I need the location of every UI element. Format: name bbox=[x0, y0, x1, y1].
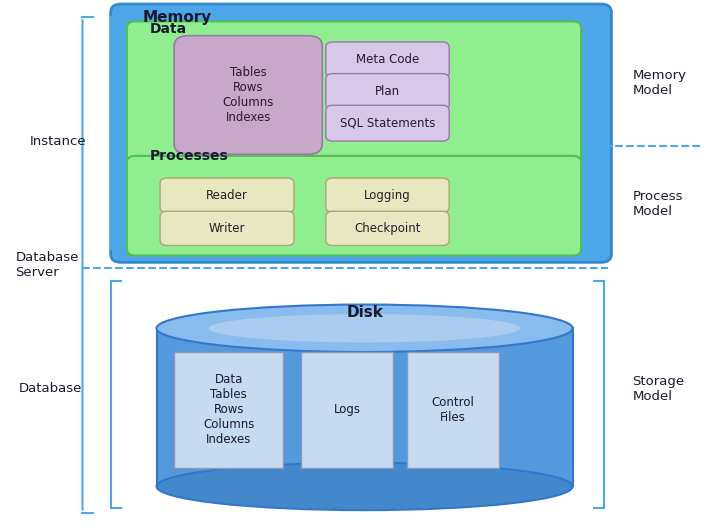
FancyBboxPatch shape bbox=[407, 352, 498, 468]
FancyBboxPatch shape bbox=[156, 328, 573, 487]
Ellipse shape bbox=[209, 314, 520, 342]
Text: Reader: Reader bbox=[206, 189, 248, 201]
Ellipse shape bbox=[156, 463, 573, 510]
FancyBboxPatch shape bbox=[326, 178, 449, 213]
FancyBboxPatch shape bbox=[127, 21, 581, 166]
Text: Disk: Disk bbox=[346, 305, 383, 320]
Text: Logging: Logging bbox=[364, 189, 411, 201]
FancyBboxPatch shape bbox=[326, 105, 449, 141]
Text: Plan: Plan bbox=[375, 85, 400, 98]
Text: SQL Statements: SQL Statements bbox=[340, 117, 435, 130]
FancyBboxPatch shape bbox=[110, 4, 612, 262]
Text: Meta Code: Meta Code bbox=[356, 54, 419, 66]
Text: Database
Server: Database Server bbox=[16, 251, 79, 279]
Text: Processes: Processes bbox=[149, 149, 228, 163]
FancyBboxPatch shape bbox=[174, 352, 283, 468]
FancyBboxPatch shape bbox=[326, 211, 449, 245]
FancyBboxPatch shape bbox=[160, 211, 294, 245]
Text: Instance: Instance bbox=[30, 135, 86, 147]
FancyBboxPatch shape bbox=[127, 156, 581, 255]
FancyBboxPatch shape bbox=[326, 42, 449, 78]
Text: Writer: Writer bbox=[209, 222, 245, 235]
Text: Database: Database bbox=[19, 383, 82, 395]
Text: Checkpoint: Checkpoint bbox=[354, 222, 421, 235]
FancyBboxPatch shape bbox=[326, 74, 449, 110]
FancyBboxPatch shape bbox=[174, 36, 322, 154]
Text: Storage
Model: Storage Model bbox=[632, 375, 685, 403]
Ellipse shape bbox=[156, 305, 573, 352]
Text: Data: Data bbox=[149, 22, 187, 36]
Text: Logs: Logs bbox=[333, 403, 360, 417]
Text: Memory
Model: Memory Model bbox=[632, 69, 687, 97]
Text: Process
Model: Process Model bbox=[632, 190, 683, 218]
Text: Tables
Rows
Columns
Indexes: Tables Rows Columns Indexes bbox=[222, 66, 274, 124]
Text: Data
Tables
Rows
Columns
Indexes: Data Tables Rows Columns Indexes bbox=[203, 374, 254, 446]
Text: Control
Files: Control Files bbox=[431, 396, 474, 424]
FancyBboxPatch shape bbox=[160, 178, 294, 213]
Text: Memory: Memory bbox=[142, 10, 212, 25]
FancyBboxPatch shape bbox=[301, 352, 393, 468]
